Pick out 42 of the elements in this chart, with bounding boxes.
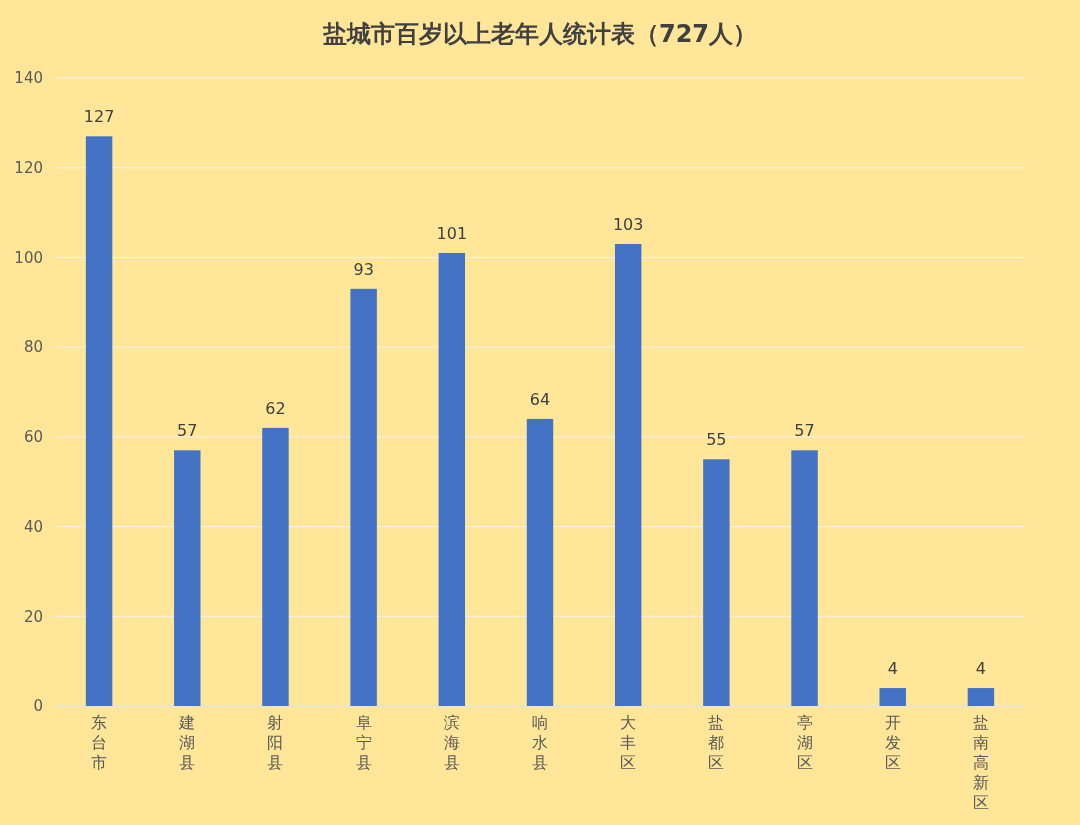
bar xyxy=(791,450,818,706)
y-tick-label: 40 xyxy=(23,517,43,536)
data-label: 93 xyxy=(353,259,374,279)
y-tick-label: 80 xyxy=(23,338,43,357)
data-label: 103 xyxy=(612,214,644,234)
data-label: 57 xyxy=(177,421,198,441)
x-tick-label: 大丰区 xyxy=(620,713,637,772)
x-tick-label: 东台市 xyxy=(91,713,108,772)
bar xyxy=(262,427,289,706)
data-label: 4 xyxy=(975,659,986,679)
bar xyxy=(438,252,466,706)
data-label: 127 xyxy=(83,107,115,127)
x-tick-label: 射阳县 xyxy=(267,713,284,772)
x-tick-label: 阜宁县 xyxy=(355,713,372,772)
bar xyxy=(85,136,113,706)
data-label: 4 xyxy=(887,659,898,679)
y-tick-label: 100 xyxy=(14,248,43,267)
bar xyxy=(350,288,377,706)
x-tick-label: 响水县 xyxy=(532,713,548,772)
x-tick-label: 盐南高新区 xyxy=(972,713,989,812)
y-tick-label: 60 xyxy=(23,428,43,447)
bar xyxy=(967,688,995,706)
x-tick-label: 开发区 xyxy=(884,713,901,772)
y-tick-label: 20 xyxy=(23,607,43,626)
bar xyxy=(526,418,554,706)
x-tick-label: 盐都区 xyxy=(708,713,725,772)
bar xyxy=(614,243,642,706)
data-label: 57 xyxy=(794,421,815,441)
data-label: 64 xyxy=(529,389,551,409)
bar xyxy=(879,688,906,706)
y-tick-label: 120 xyxy=(14,158,43,177)
x-tick-label: 滨海县 xyxy=(443,713,460,772)
x-tick-label: 建湖县 xyxy=(178,713,196,772)
bar xyxy=(703,459,730,706)
bar xyxy=(174,450,201,706)
y-tick-label: 140 xyxy=(14,69,43,88)
x-tick-label: 亭湖区 xyxy=(796,713,813,772)
data-label: 101 xyxy=(436,223,468,243)
chart-title: 盐城市百岁以上老年人统计表（727人） xyxy=(321,20,758,48)
data-label: 55 xyxy=(706,430,727,450)
y-tick-label: 0 xyxy=(33,697,43,716)
data-label: 62 xyxy=(265,398,286,418)
